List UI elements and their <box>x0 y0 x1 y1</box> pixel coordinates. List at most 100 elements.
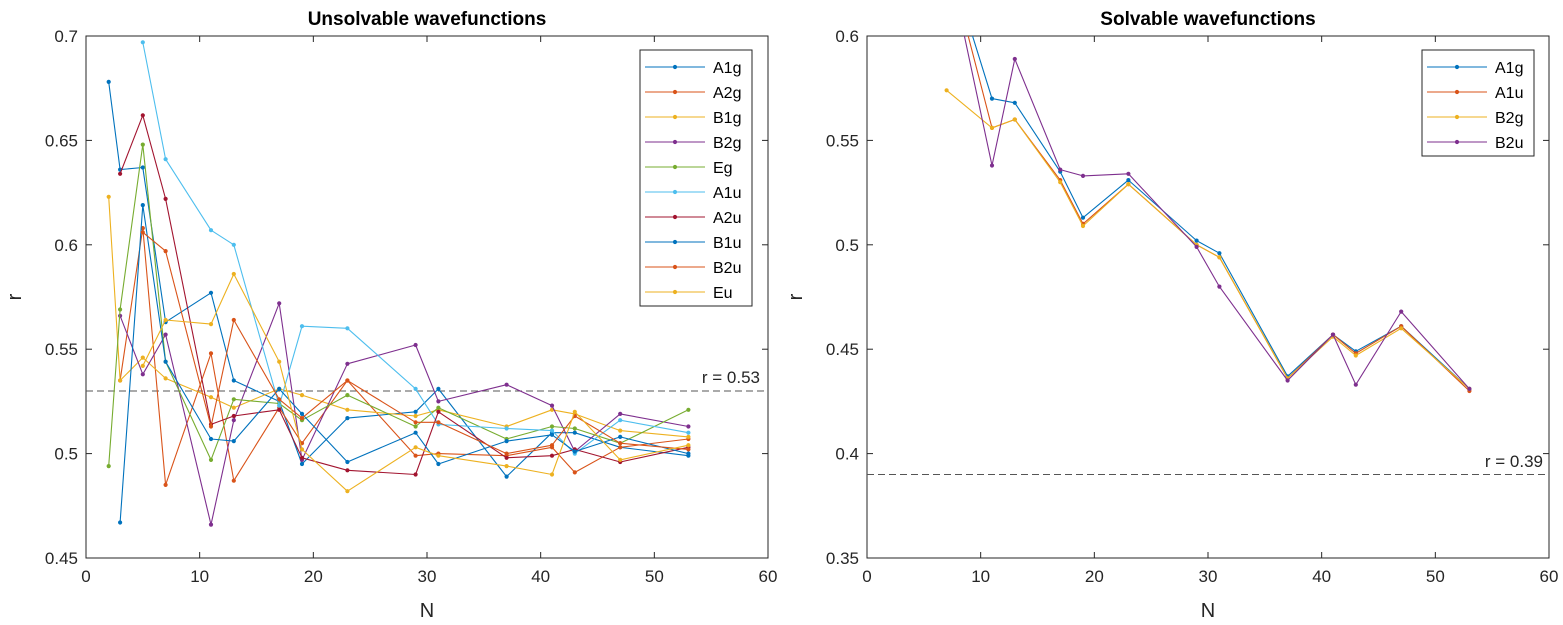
data-point <box>140 165 145 170</box>
data-point <box>277 386 282 391</box>
series-group <box>944 36 1472 394</box>
data-point <box>208 290 214 295</box>
data-point <box>1058 180 1063 185</box>
data-point <box>231 378 236 383</box>
data-point <box>989 125 995 130</box>
x-tick-label: 30 <box>418 567 437 586</box>
data-point <box>299 416 305 421</box>
y-tick-label: 0.7 <box>54 27 78 46</box>
data-point <box>231 439 236 444</box>
data-point <box>1012 117 1017 122</box>
legend-marker <box>672 189 678 195</box>
data-point <box>231 242 236 247</box>
legend-marker <box>672 139 678 145</box>
data-point <box>1330 332 1336 337</box>
legend-marker <box>1454 64 1460 70</box>
x-tick-label: 20 <box>304 567 323 586</box>
y-axis-label: r <box>785 293 807 300</box>
data-point <box>345 489 350 494</box>
data-point <box>436 409 441 414</box>
reference-line-group: r = 0.39 <box>867 452 1549 475</box>
data-point <box>1217 255 1222 260</box>
data-point <box>345 459 350 465</box>
data-point <box>618 445 623 450</box>
data-point <box>413 445 418 450</box>
data-point <box>140 40 145 45</box>
data-point <box>231 413 236 419</box>
data-point <box>163 157 168 162</box>
legend-marker <box>672 264 678 270</box>
legend-label: A1g <box>1495 60 1523 77</box>
data-point <box>436 386 441 391</box>
data-point <box>345 378 350 383</box>
data-point <box>231 405 236 410</box>
legend-marker <box>1454 114 1460 120</box>
data-point <box>504 426 509 431</box>
x-axis-label: N <box>1201 600 1215 622</box>
data-point <box>1126 182 1131 187</box>
legend-marker <box>672 289 678 295</box>
y-tick-label: 0.45 <box>45 549 78 568</box>
data-point <box>618 457 623 462</box>
data-point <box>1217 284 1222 289</box>
x-tick-label: 0 <box>862 567 871 586</box>
x-tick-label: 10 <box>971 567 990 586</box>
data-point <box>686 430 691 435</box>
reference-line-group: r = 0.53 <box>86 368 768 392</box>
data-point <box>345 416 350 421</box>
series-line <box>142 273 689 492</box>
data-point <box>436 405 441 410</box>
y-tick-label: 0.4 <box>835 445 859 464</box>
series-a2u <box>118 113 691 477</box>
data-point <box>208 424 214 429</box>
data-point <box>1353 353 1358 358</box>
legend-label: A2u <box>713 210 741 227</box>
data-point <box>106 464 111 469</box>
y-tick-label: 0.6 <box>54 236 78 255</box>
data-point <box>686 434 691 439</box>
data-point <box>413 430 418 435</box>
legend-label: B2g <box>713 135 741 152</box>
data-point <box>140 113 145 118</box>
data-point <box>1012 100 1017 105</box>
data-point <box>140 363 145 368</box>
data-point <box>618 428 623 433</box>
data-point <box>413 409 418 414</box>
data-point <box>231 418 236 423</box>
data-point <box>686 447 691 452</box>
data-point <box>208 351 214 356</box>
chart-title: Unsolvable wavefunctions <box>308 9 547 30</box>
series-line <box>108 196 689 438</box>
data-point <box>299 324 305 329</box>
y-tick-label: 0.35 <box>826 549 859 568</box>
data-point <box>1399 309 1404 314</box>
data-point <box>277 397 282 402</box>
legend-label: B2g <box>1495 110 1523 127</box>
legend-label: Eu <box>713 285 733 302</box>
x-tick-label: 40 <box>1312 567 1331 586</box>
data-point <box>686 407 691 412</box>
legend-marker <box>1454 139 1460 145</box>
legend-marker <box>672 214 678 220</box>
data-point <box>618 441 623 446</box>
data-point <box>231 271 236 277</box>
data-point <box>163 332 168 337</box>
data-point <box>277 301 282 306</box>
x-tick-label: 0 <box>81 567 90 586</box>
legend-box <box>1421 49 1535 157</box>
data-point <box>1194 244 1199 249</box>
data-point <box>140 203 145 208</box>
data-point <box>1058 167 1063 172</box>
legend-label: Eg <box>713 160 733 177</box>
data-point <box>504 382 509 387</box>
data-point <box>944 88 949 93</box>
legend: A1g A1u B2g B2u <box>1421 49 1535 157</box>
series-group <box>106 40 691 527</box>
unsolvable-panel: Unsolvable wavefunctions r = 0.53 0 10 20 3… <box>4 9 777 622</box>
data-point <box>140 355 145 360</box>
data-point <box>299 455 305 460</box>
data-point <box>163 196 168 201</box>
data-point <box>208 457 214 462</box>
data-point <box>163 359 168 364</box>
